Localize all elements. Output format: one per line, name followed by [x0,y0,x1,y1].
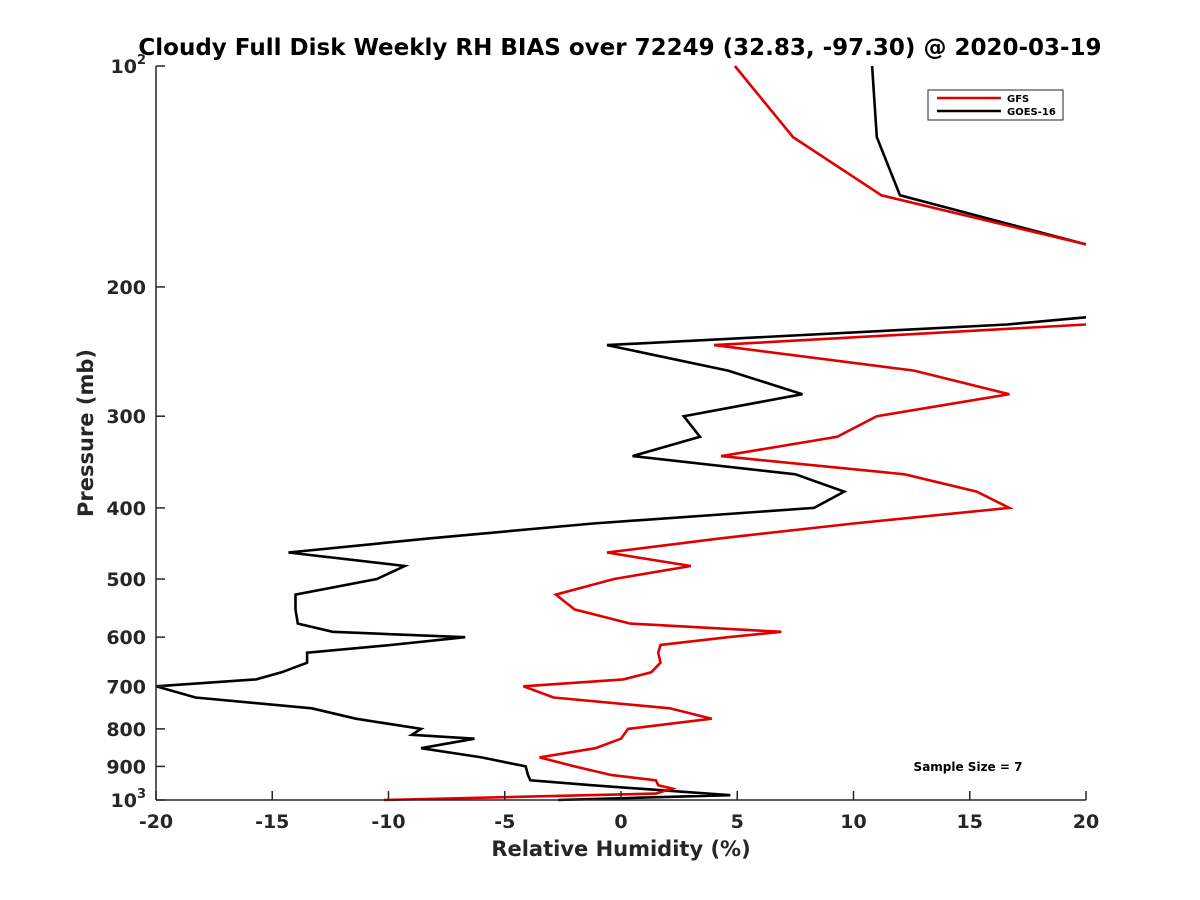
y-axis-label: Pressure (mb) [74,349,98,517]
series-line-goes16 [155,316,1087,802]
x-tick-label: -10 [371,811,405,833]
y-tick-label: 102 [111,53,147,78]
x-tick-label: -5 [494,811,515,833]
y-tick-label: 900 [106,756,146,778]
series-layer [155,65,1087,802]
x-tick-label: -20 [139,811,173,833]
chart-title: Cloudy Full Disk Weekly RH BIAS over 722… [138,35,1101,61]
y-tick-label: 500 [106,569,146,591]
legend-label-gfs: GFS [1007,94,1029,105]
legend-label-goes16: GOES-16 [1007,107,1056,118]
legend-box [927,89,1064,121]
x-tick-label: 20 [1073,811,1099,833]
y-tick-label: 800 [106,719,146,741]
x-axis-label: Relative Humidity (%) [491,837,750,861]
series-line-goes16 [870,65,1087,246]
y-tick-label: 103 [111,787,147,812]
legend: GFS GOES-16 [927,89,1064,121]
y-ticks: 102 200 300 400 500 600 700 800 900 103 [106,53,165,812]
y-tick-label: 700 [106,676,146,698]
y-tick-label: 600 [106,627,146,649]
y-tick-label: 200 [106,277,146,299]
x-tick-label: 15 [957,811,983,833]
x-tick-label: 0 [614,811,627,833]
y-tick-label: 400 [106,498,146,520]
x-tick-label: -15 [255,811,289,833]
x-tick-label: 5 [731,811,744,833]
y-tick-label: 300 [106,406,146,428]
x-ticks: -20 -15 -10 -5 0 5 10 15 20 [139,791,1099,833]
x-tick-label: 10 [840,811,866,833]
series-line-gfs [733,65,1087,246]
sample-size-annotation: Sample Size = 7 [914,760,1023,774]
series-line-gfs [383,323,1087,802]
